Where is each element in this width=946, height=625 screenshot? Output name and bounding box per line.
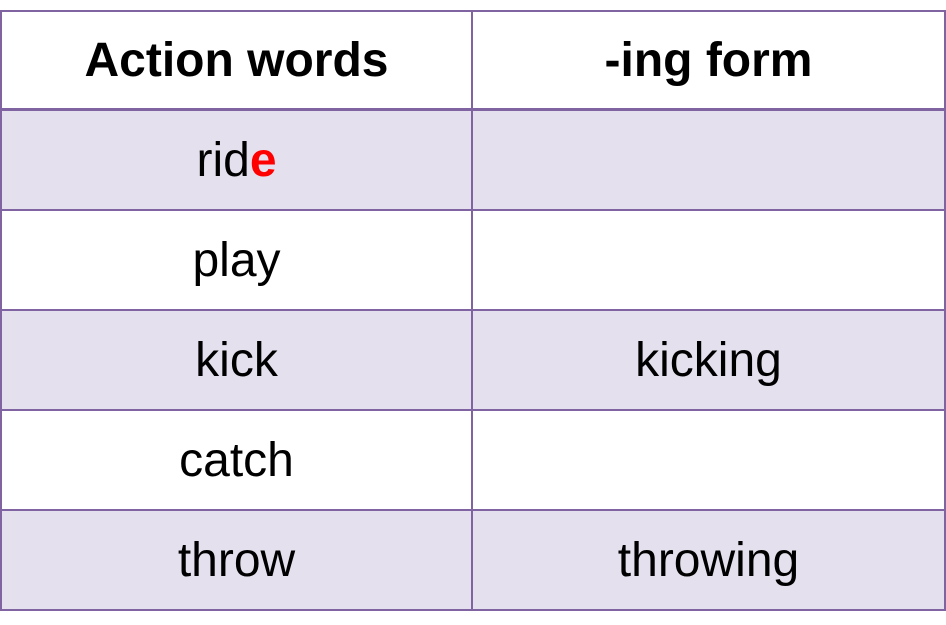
action-word-cell: ride xyxy=(0,108,473,211)
header-row: Action words -ing form xyxy=(0,10,946,111)
table-row: play xyxy=(0,209,946,311)
table-row: ride xyxy=(0,108,946,211)
action-word-text: play xyxy=(192,233,281,287)
ing-form-cell xyxy=(471,108,946,211)
ing-form-cell: throwing xyxy=(471,509,946,611)
ing-form-cell: kicking xyxy=(471,309,946,411)
action-words-table: Action words -ing form ride play kick ki… xyxy=(0,10,946,611)
action-word-text: kick xyxy=(195,333,278,387)
table-row: kick kicking xyxy=(0,309,946,411)
ing-form-cell xyxy=(471,209,946,311)
action-word-cell: play xyxy=(0,209,473,311)
table-row: catch xyxy=(0,409,946,511)
action-word-cell: catch xyxy=(0,409,473,511)
action-word-cell: throw xyxy=(0,509,473,611)
header-ing-form: -ing form xyxy=(471,10,946,111)
action-word-cell: kick xyxy=(0,309,473,411)
table-row: throw throwing xyxy=(0,509,946,611)
highlighted-letter: e xyxy=(249,133,277,187)
header-action-words: Action words xyxy=(0,10,473,111)
action-word-text: rid xyxy=(196,133,250,187)
action-word-text: catch xyxy=(179,433,294,487)
ing-form-cell xyxy=(471,409,946,511)
action-word-text: throw xyxy=(177,533,296,587)
